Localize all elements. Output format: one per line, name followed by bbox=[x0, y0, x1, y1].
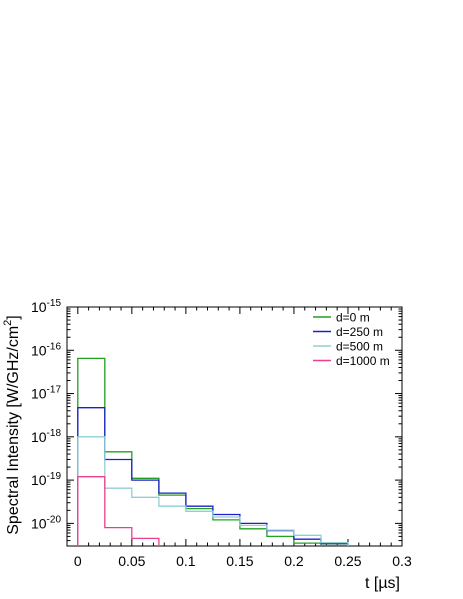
series-line bbox=[77, 476, 160, 546]
plot-frame bbox=[66, 306, 403, 547]
legend-label: d=1000 m bbox=[336, 354, 390, 368]
y-tick-label: 10-20 bbox=[31, 514, 61, 531]
y-tick-label: 10-17 bbox=[31, 385, 61, 402]
series-line bbox=[77, 436, 349, 546]
y-axis-label-superscript: 2 bbox=[2, 320, 14, 326]
series-line bbox=[77, 357, 349, 547]
axes: 0 0.05 0.1 0.15 0.2 0.25 0.3 10-20 10-19 10-18 10-… bbox=[31, 298, 412, 569]
x-tick-label: 0.25 bbox=[334, 553, 361, 569]
x-tick-label: 0.05 bbox=[118, 553, 145, 569]
x-tick-label: 0.2 bbox=[284, 553, 304, 569]
series-line bbox=[77, 407, 349, 546]
x-tick-label: 0.15 bbox=[226, 553, 253, 569]
legend: d=0 md=250 md=500 md=1000 m bbox=[313, 311, 390, 368]
legend-label: d=500 m bbox=[336, 340, 383, 354]
y-axis-label: Spectral Intensity [W/GHz/cm2] bbox=[2, 315, 22, 535]
x-tick-label: 0 bbox=[74, 553, 82, 569]
y-tick-label: 10-18 bbox=[31, 428, 61, 445]
x-axis-label: t [µs] bbox=[365, 575, 400, 592]
y-tick-label: 10-19 bbox=[31, 471, 61, 488]
y-tick-label: 10-16 bbox=[31, 341, 61, 358]
y-tick-label: 10-15 bbox=[31, 298, 61, 315]
x-tick-label: 0.1 bbox=[176, 553, 196, 569]
x-tick-label: 0.3 bbox=[392, 553, 412, 569]
plot-area bbox=[77, 357, 349, 547]
legend-label: d=0 m bbox=[336, 311, 370, 325]
legend-label: d=250 m bbox=[336, 325, 383, 339]
